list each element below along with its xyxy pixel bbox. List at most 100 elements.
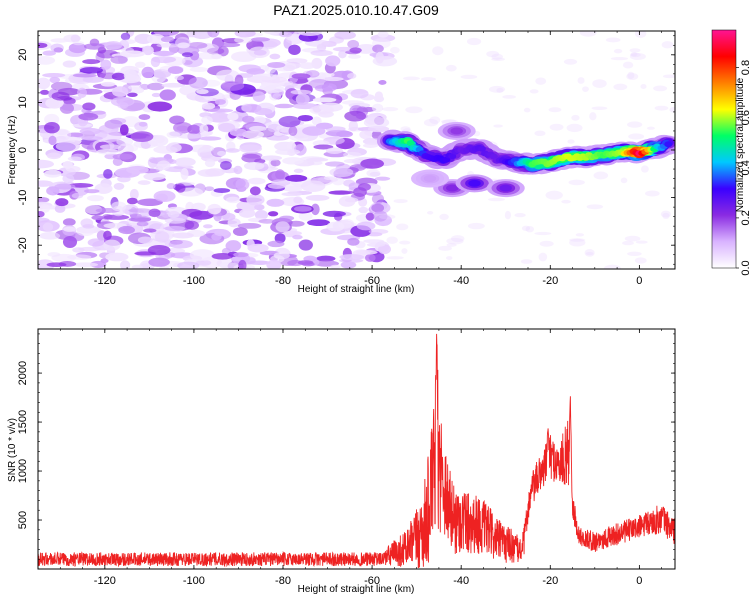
y-tick-label: 20	[17, 49, 29, 61]
heatmap-noise-cell	[204, 186, 215, 192]
heatmap-noise-cell	[344, 110, 367, 122]
heatmap-noise-cell	[44, 121, 60, 134]
heatmap-noise-cell	[188, 76, 208, 89]
heatmap-noise-cell	[205, 168, 225, 177]
heatmap-noise-cell	[131, 264, 143, 269]
heatmap-noise-cell	[297, 31, 322, 36]
heatmap-noise-cell	[138, 114, 151, 120]
x-tick-label: -120	[94, 575, 116, 587]
heatmap-noise-cell	[50, 38, 70, 43]
heatmap-noise-cell	[630, 52, 638, 57]
heatmap-noise-cell	[137, 180, 151, 185]
y-tick-label: 10	[17, 96, 29, 108]
heatmap-noise-cell	[121, 39, 136, 45]
heatmap-noise-cell	[445, 64, 457, 72]
heatmap-noise-cell	[217, 150, 226, 157]
heatmap-noise-cell	[568, 179, 585, 186]
heatmap-noise-cell	[349, 164, 366, 171]
heatmap-noise-cell	[71, 192, 84, 199]
heatmap-noise-cell	[662, 74, 675, 79]
heatmap-noise-cell	[363, 143, 379, 148]
heatmap-side-lobe	[423, 175, 437, 182]
heatmap-noise-cell	[282, 230, 302, 236]
heatmap-noise-cell	[141, 66, 155, 79]
heatmap-noise-cell	[86, 194, 104, 202]
y-tick-label: 1500	[17, 410, 29, 434]
heatmap-noise-cell	[173, 121, 193, 134]
heatmap-noise-cell	[386, 256, 404, 260]
heatmap-noise-cell	[177, 133, 203, 139]
heatmap-noise-cell	[488, 85, 506, 93]
heatmap-noise-cell	[252, 91, 266, 102]
heatmap-noise-cell	[310, 49, 333, 57]
heatmap-noise-cell	[366, 242, 386, 247]
heatmap-noise-cell	[446, 237, 464, 245]
heatmap-noise-cell	[654, 105, 669, 111]
spectrogram-x-label: Height of straight line (km)	[298, 284, 415, 295]
heatmap-noise-cell	[63, 226, 77, 232]
heatmap-noise-cell	[514, 213, 526, 218]
heatmap-noise-cell	[491, 57, 505, 61]
heatmap-noise-cell	[39, 89, 50, 95]
heatmap-noise-cell	[328, 190, 355, 195]
heatmap-noise-cell	[214, 229, 230, 237]
heatmap-noise-cell	[288, 125, 298, 137]
heatmap-noise-cell	[214, 99, 226, 105]
heatmap-side-lobe	[446, 184, 459, 192]
heatmap-noise-cell	[539, 240, 554, 247]
heatmap-noise-cell	[195, 259, 212, 266]
heatmap-noise-cell	[390, 46, 400, 54]
heatmap-noise-cell	[128, 217, 152, 222]
heatmap-noise-cell	[263, 85, 285, 94]
heatmap-noise-cell	[582, 86, 589, 92]
x-tick-label: -120	[94, 275, 116, 287]
heatmap-noise-cell	[613, 48, 623, 54]
heatmap-noise-cell	[54, 204, 66, 213]
heatmap-noise-cell	[305, 194, 330, 201]
heatmap-noise-cell	[218, 122, 236, 133]
heatmap-noise-cell	[496, 87, 504, 93]
heatmap-noise-cell	[291, 73, 311, 80]
heatmap-noise-cell	[82, 76, 104, 83]
heatmap-noise-cell	[586, 204, 604, 210]
heatmap-noise-cell	[83, 43, 105, 50]
heatmap-noise-cell	[100, 81, 116, 87]
heatmap-noise-cell	[646, 126, 655, 130]
heatmap-noise-cell	[486, 50, 500, 58]
heatmap-noise-cell	[347, 73, 357, 79]
heatmap-noise-cell	[38, 77, 51, 90]
heatmap-noise-cell	[267, 61, 286, 68]
colorbar: 0.0 0.2 0.4 0.6 0.8 Normalized spectral ampl…	[711, 29, 750, 276]
heatmap-noise-cell	[249, 186, 261, 196]
heatmap-noise-cell	[167, 66, 184, 74]
heatmap-noise-cell	[78, 246, 101, 252]
heatmap-noise-cell	[363, 239, 385, 244]
heatmap-noise-cell	[199, 123, 209, 135]
heatmap-noise-cell	[103, 168, 113, 179]
heatmap-noise-cell	[48, 135, 57, 146]
heatmap-noise-cell	[369, 171, 381, 177]
heatmap-noise-cell	[160, 36, 175, 43]
heatmap-noise-cell	[653, 85, 668, 92]
heatmap-noise-cell	[110, 201, 127, 212]
figure-title: PAZ1.2025.010.10.47.G09	[273, 2, 439, 18]
heatmap-noise-cell	[326, 221, 345, 232]
heatmap-noise-cell	[47, 252, 61, 257]
heatmap-noise-cell	[207, 203, 222, 215]
heatmap-noise-cell	[466, 37, 482, 46]
heatmap-noise-cell	[220, 160, 232, 170]
heatmap-noise-cell	[645, 190, 660, 197]
heatmap-noise-cell	[174, 75, 184, 81]
heatmap-noise-cell	[334, 31, 356, 40]
heatmap-noise-cell	[51, 91, 70, 101]
heatmap-noise-cell	[222, 212, 236, 221]
heatmap-noise-cell	[247, 177, 266, 185]
heatmap-noise-cell	[43, 169, 62, 178]
heatmap-noise-cell	[620, 177, 628, 184]
heatmap-noise-cell	[502, 95, 517, 99]
heatmap-noise-cell	[622, 61, 634, 69]
x-tick-label: -100	[183, 575, 205, 587]
colorbar-label: Normalized spectral amplitude	[735, 77, 746, 212]
heatmap-noise-cell	[340, 261, 357, 269]
heatmap-noise-cell	[377, 244, 391, 255]
